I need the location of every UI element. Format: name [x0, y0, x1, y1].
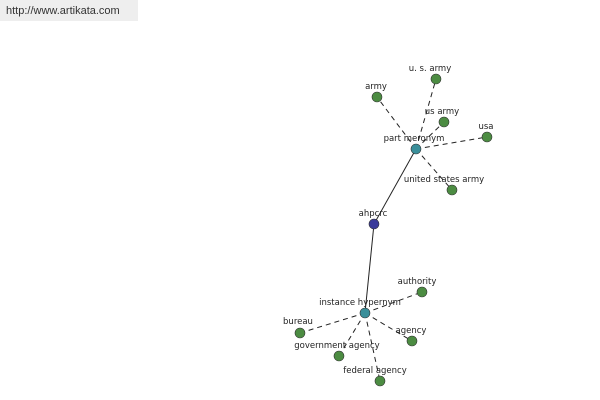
node: [481, 131, 493, 143]
edge: [299, 312, 366, 334]
edge: [415, 148, 453, 191]
node: [368, 218, 380, 230]
edge: [415, 136, 488, 150]
node-label: agency: [396, 326, 427, 336]
node-label: usa: [478, 122, 493, 132]
node: [294, 327, 306, 339]
edge: [364, 291, 423, 314]
edge: [364, 312, 413, 342]
node-label: army: [365, 82, 387, 92]
node-label: ahpcrc: [359, 209, 388, 219]
edge: [364, 223, 375, 314]
node-label: authority: [398, 277, 437, 287]
node-label: government agency: [294, 341, 379, 351]
edge: [415, 78, 437, 150]
node: [430, 73, 442, 85]
node-label: us army: [425, 107, 459, 117]
node-label: instance hypernym: [319, 298, 401, 308]
node-label: federal agency: [343, 366, 407, 376]
node: [333, 350, 345, 362]
node-label: part meronym: [384, 134, 445, 144]
node-label: u. s. army: [409, 64, 452, 74]
edge: [376, 96, 417, 150]
node: [416, 286, 428, 298]
edge: [364, 312, 381, 382]
node: [446, 184, 458, 196]
node-label: bureau: [283, 317, 313, 327]
site-url[interactable]: http://www.artikata.com: [0, 0, 138, 21]
node: [406, 335, 418, 347]
node: [371, 91, 383, 103]
node-label: united states army: [404, 175, 484, 185]
edge: [415, 121, 445, 150]
node: [410, 143, 422, 155]
node: [374, 375, 386, 387]
node: [359, 307, 371, 319]
node: [438, 116, 450, 128]
edge: [373, 148, 417, 225]
